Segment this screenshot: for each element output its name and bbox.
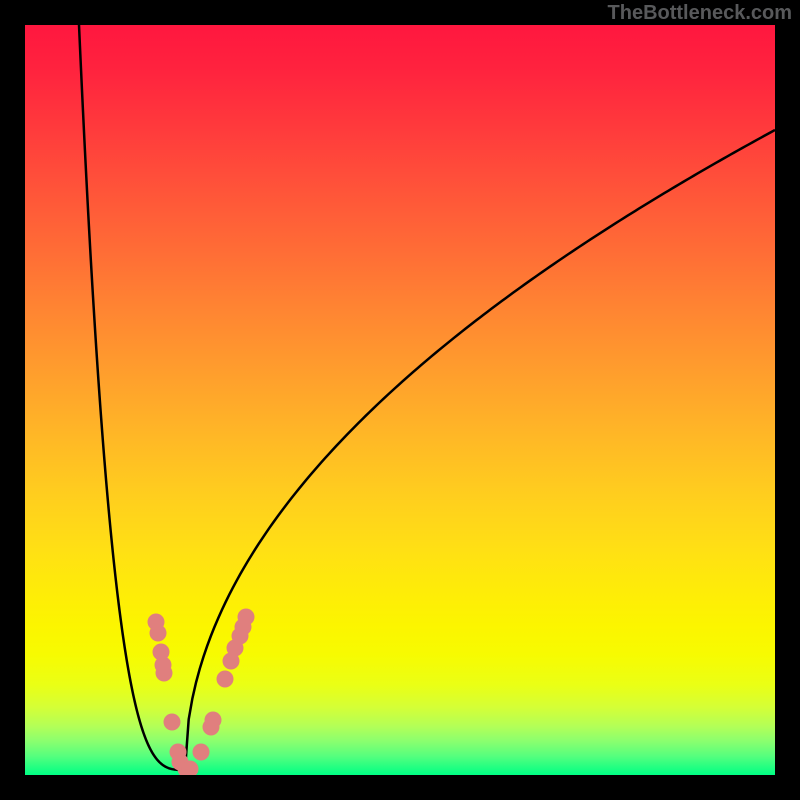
- data-marker: [150, 625, 167, 642]
- data-marker: [193, 744, 210, 761]
- watermark-label: TheBottleneck.com: [608, 2, 792, 25]
- data-marker: [156, 665, 173, 682]
- chart-frame: TheBottleneck.com: [0, 0, 800, 800]
- data-marker: [238, 609, 255, 626]
- data-marker: [164, 714, 181, 731]
- data-marker: [205, 712, 222, 729]
- bottleneck-curve: [79, 25, 775, 770]
- data-marker: [217, 671, 234, 688]
- curve-layer: [25, 25, 775, 775]
- plot-area: [25, 25, 775, 775]
- marker-group: [148, 609, 255, 776]
